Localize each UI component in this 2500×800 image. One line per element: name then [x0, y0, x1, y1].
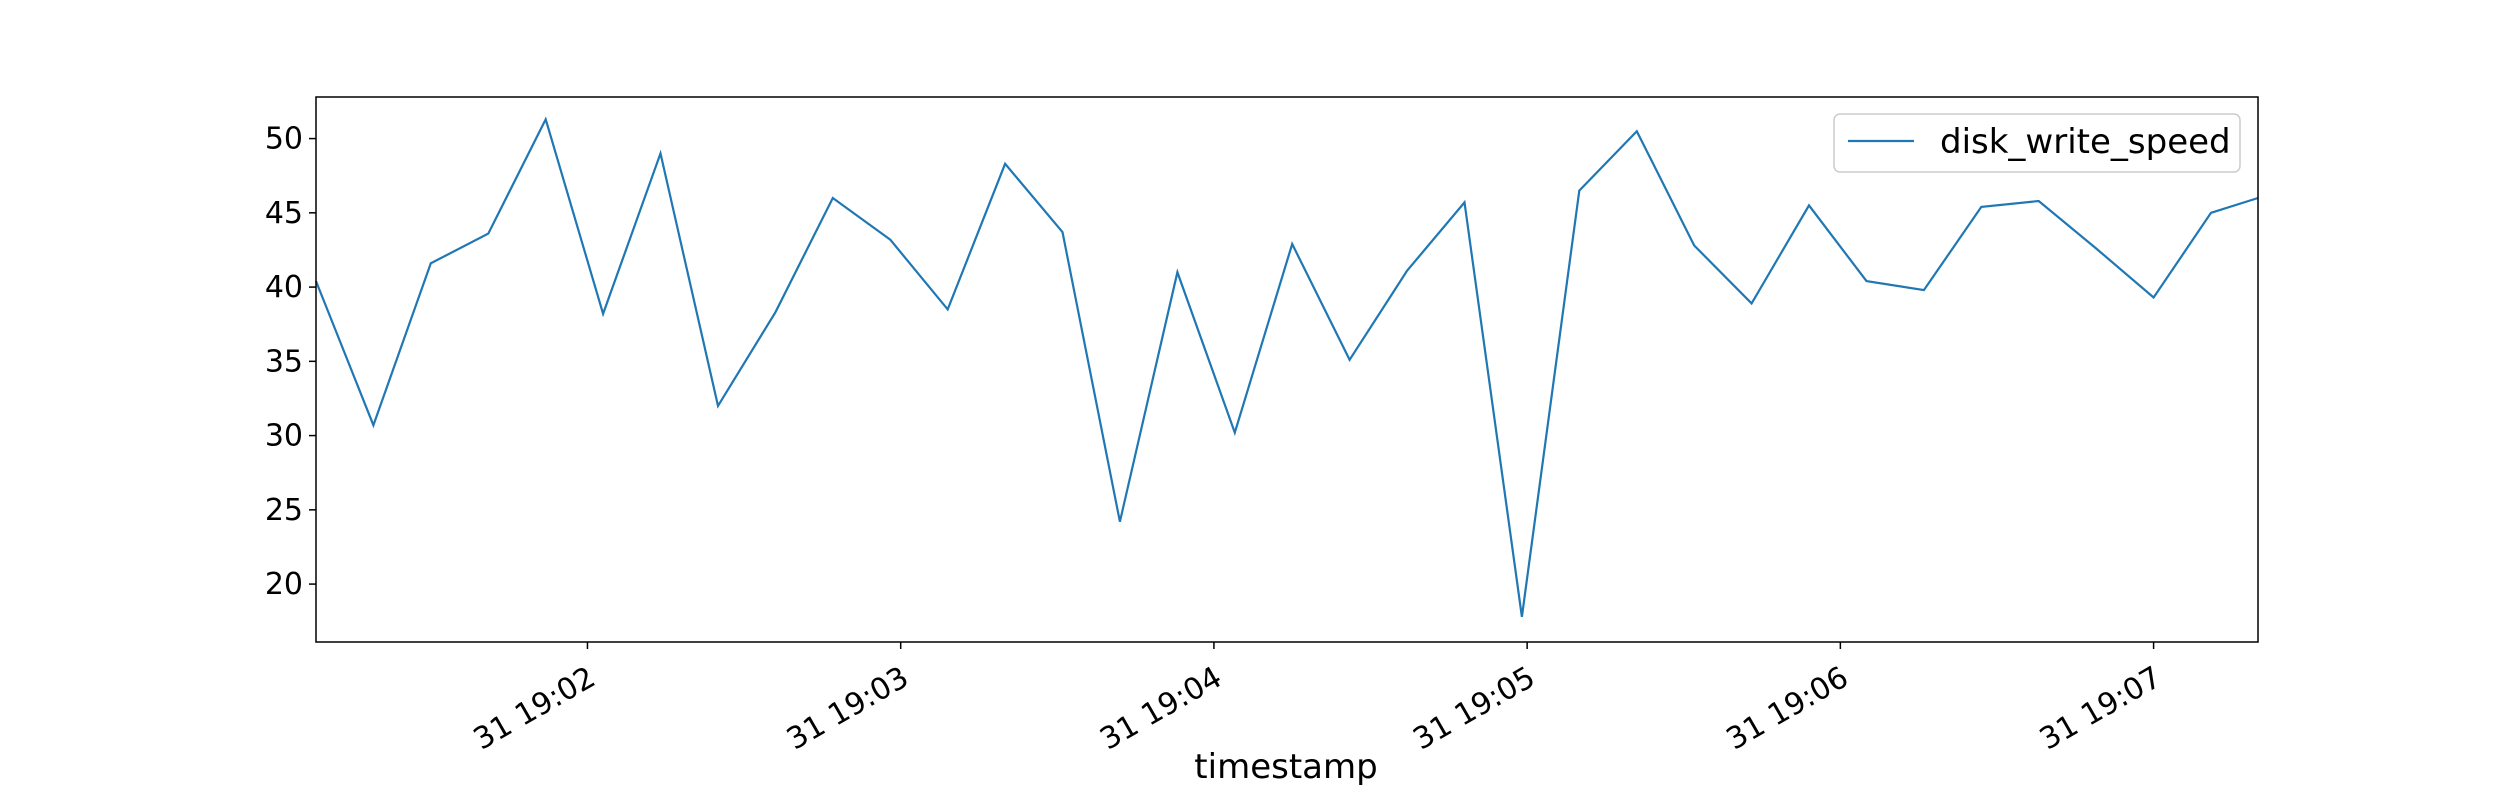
y-tick-label-45: 45: [265, 196, 303, 231]
x-tick-label-3: 31 19:05: [1407, 660, 1541, 757]
y-axis: 20 25 30 35 40 45 50: [265, 122, 316, 602]
x-tick-label-2: 31 19:04: [1094, 660, 1228, 757]
series-line-disk-write-speed: [314, 116, 2259, 617]
legend-label-disk-write-speed: disk_write_speed: [1940, 122, 2231, 162]
plot-area: [314, 116, 2259, 617]
plot-frame: [315, 96, 2259, 643]
x-tick-label-5: 31 19:07: [2034, 660, 2168, 757]
y-tick-label-40: 40: [265, 270, 303, 305]
x-tick-label-4: 31 19:06: [1721, 660, 1855, 757]
legend: disk_write_speed: [1833, 113, 2241, 173]
y-tick-label-50: 50: [265, 122, 303, 157]
x-axis: 31 19:02 31 19:03 31 19:04 31 19:05 31 19:06…: [468, 642, 2168, 757]
x-tick-label-1: 31 19:03: [781, 660, 915, 757]
y-tick-label-35: 35: [265, 344, 303, 379]
y-tick-label-25: 25: [265, 493, 303, 528]
x-tick-label-0: 31 19:02: [468, 660, 602, 757]
legend-box: [1833, 113, 2241, 173]
y-tick-label-20: 20: [265, 567, 303, 602]
x-axis-label: timestamp: [1194, 747, 1377, 787]
y-tick-label-30: 30: [265, 419, 303, 454]
